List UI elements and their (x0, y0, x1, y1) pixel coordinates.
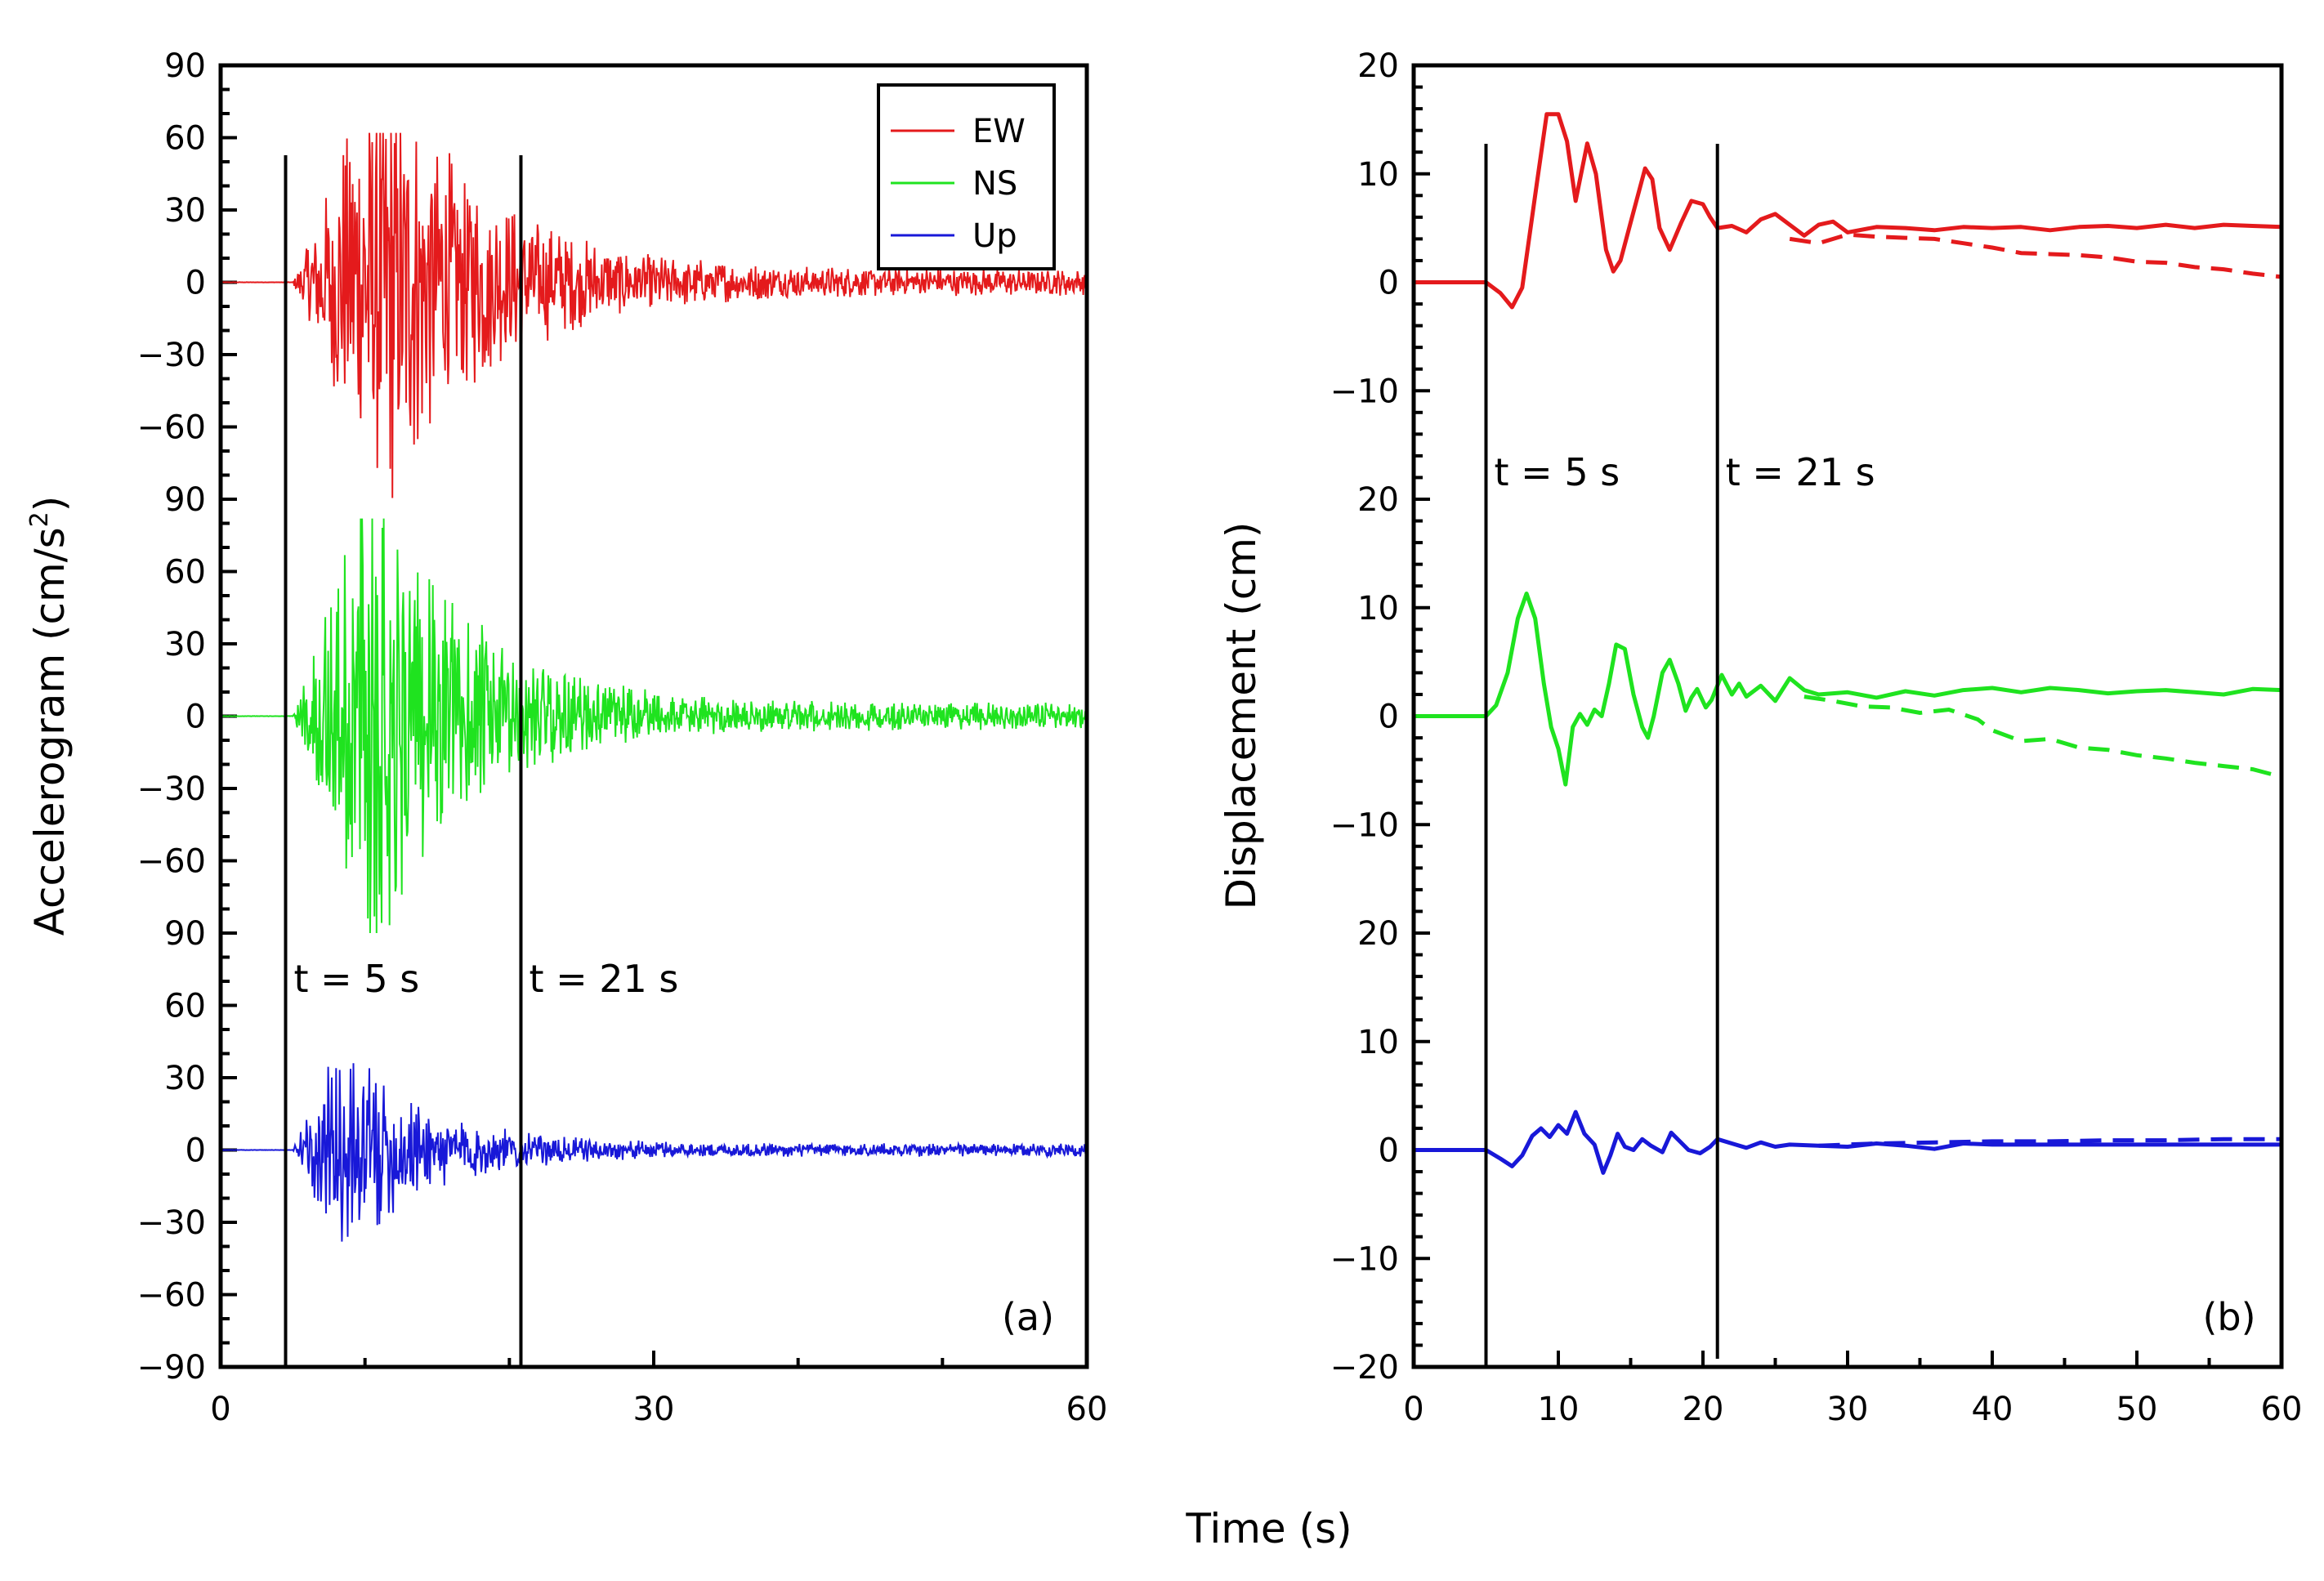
x-tick-label: 0 (210, 1391, 230, 1428)
y-tick-label: 30 (164, 626, 206, 663)
y-tick-label: −30 (137, 1204, 206, 1242)
y-tick-label: −30 (137, 770, 206, 808)
series-up-corrected (1414, 1110, 2282, 1175)
legend-label-ns: NS (972, 165, 1017, 203)
panel-b-frame (1411, 63, 2284, 1369)
marker-label: t = 21 s (529, 957, 678, 1001)
x-tick-label: 60 (1066, 1391, 1108, 1428)
x-tick-label: 30 (633, 1391, 675, 1428)
y-tick-label: 20 (1357, 481, 1399, 519)
x-tick-label: 20 (1683, 1391, 1724, 1428)
y-tick-label: 0 (1379, 699, 1399, 736)
series-ns-uncorrected (1803, 694, 2282, 779)
legend-label-ew: EW (972, 113, 1026, 150)
panel-a-accelerogram: 0 30 60 −60 −30 0 30 60 90 −60 −30 0 30 60 90 −90 −60 −30… (25, 47, 1107, 1428)
y-tick-label: 60 (164, 120, 206, 158)
series-up-trace (220, 1063, 1088, 1242)
panel-a-series (220, 132, 1088, 1242)
y-tick-label: 0 (1379, 1132, 1399, 1170)
legend-box (877, 83, 1056, 270)
x-tick-label: 10 (1538, 1391, 1580, 1428)
panel-b-label: (b) (2202, 1295, 2255, 1339)
panel-a-legend: EW NS Up (877, 83, 1056, 270)
y-tick-label: 0 (185, 1132, 206, 1170)
panel-b-ylabel: Displacement (cm) (1218, 522, 1265, 910)
legend-label-up: Up (972, 217, 1017, 255)
y-tick-label: −60 (137, 843, 206, 881)
marker-label: t = 5 s (1495, 450, 1620, 494)
x-tick-label: 0 (1403, 1391, 1423, 1428)
panel-a-ylabel: Accelerogram (cm/s2) (25, 496, 74, 936)
y-tick-label: 10 (1357, 590, 1399, 627)
panel-a-label: (a) (1002, 1295, 1054, 1339)
y-tick-label: 0 (185, 265, 206, 302)
marker-label: t = 21 s (1726, 450, 1875, 494)
y-tick-label: 20 (1357, 47, 1399, 85)
y-tick-label: −60 (137, 1277, 206, 1315)
x-tick-label: 50 (2116, 1391, 2158, 1428)
y-tick-label: −30 (137, 337, 206, 374)
y-tick-label: 30 (164, 1060, 206, 1097)
y-tick-label: 20 (1357, 915, 1399, 953)
series-ew-trace (220, 132, 1088, 498)
y-tick-label: 90 (164, 915, 206, 953)
x-tick-label: 40 (1972, 1391, 2013, 1428)
shared-xlabel: Time (s) (1185, 1505, 1352, 1552)
y-tick-label: −10 (1330, 1240, 1399, 1278)
x-tick-label: 60 (2261, 1391, 2303, 1428)
y-tick-label: −10 (1330, 806, 1399, 844)
y-tick-label: −10 (1330, 373, 1399, 410)
panel-a-frame (218, 63, 1089, 1369)
series-ns-trace (220, 518, 1088, 934)
marker-label: t = 5 s (294, 957, 420, 1001)
y-tick-label: 60 (164, 988, 206, 1025)
y-tick-label: 30 (164, 192, 206, 230)
panel-a-ticks: 0 30 60 −60 −30 0 30 60 90 −60 −30 0 30 60 90 −90 −60 −30… (137, 47, 1108, 1428)
y-tick-label: 90 (164, 481, 206, 519)
y-tick-label: −90 (137, 1349, 206, 1387)
panel-b-displacement: 0 10 20 30 40 50 60 −10 0 10 20 −10 0 10 20 −20 −10 0 10 20… (1218, 47, 2302, 1428)
panel-a-markers: t = 5 s t = 21 s (284, 155, 678, 1367)
y-tick-label: −20 (1330, 1349, 1399, 1387)
y-tick-label: 90 (164, 47, 206, 85)
y-tick-label: 60 (164, 554, 206, 592)
y-tick-label: 0 (1379, 265, 1399, 302)
x-tick-label: 30 (1827, 1391, 1869, 1428)
series-ns-corrected (1414, 592, 2282, 787)
y-tick-label: 0 (185, 699, 206, 736)
panel-b-markers: t = 5 s t = 21 s (1484, 144, 1875, 1359)
y-tick-label: −60 (137, 409, 206, 447)
y-tick-label: 10 (1357, 1024, 1399, 1061)
y-tick-label: 10 (1357, 156, 1399, 194)
series-ew-uncorrected (1789, 232, 2282, 279)
